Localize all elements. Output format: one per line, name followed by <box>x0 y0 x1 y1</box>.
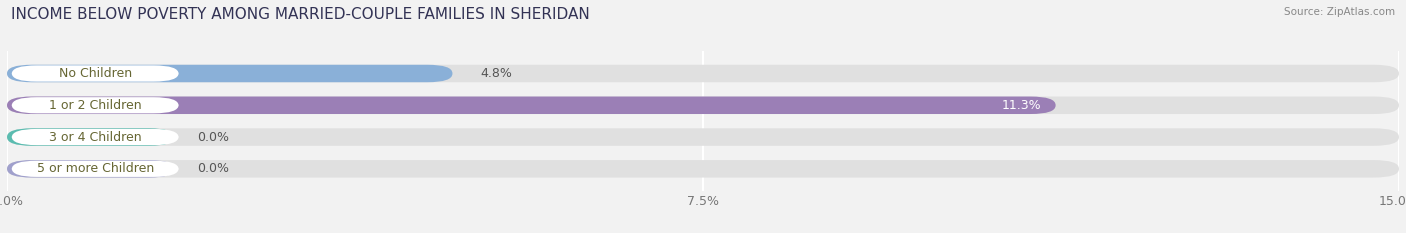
FancyBboxPatch shape <box>11 161 179 177</box>
FancyBboxPatch shape <box>7 65 1399 82</box>
FancyBboxPatch shape <box>7 65 453 82</box>
Text: No Children: No Children <box>59 67 132 80</box>
FancyBboxPatch shape <box>11 97 179 113</box>
FancyBboxPatch shape <box>7 128 174 146</box>
Text: 3 or 4 Children: 3 or 4 Children <box>49 130 142 144</box>
FancyBboxPatch shape <box>11 65 179 82</box>
Text: 0.0%: 0.0% <box>197 162 229 175</box>
FancyBboxPatch shape <box>11 129 179 145</box>
Text: INCOME BELOW POVERTY AMONG MARRIED-COUPLE FAMILIES IN SHERIDAN: INCOME BELOW POVERTY AMONG MARRIED-COUPL… <box>11 7 591 22</box>
FancyBboxPatch shape <box>7 96 1399 114</box>
Text: 4.8%: 4.8% <box>481 67 512 80</box>
Text: Source: ZipAtlas.com: Source: ZipAtlas.com <box>1284 7 1395 17</box>
Text: 0.0%: 0.0% <box>197 130 229 144</box>
Text: 1 or 2 Children: 1 or 2 Children <box>49 99 142 112</box>
FancyBboxPatch shape <box>7 96 1056 114</box>
FancyBboxPatch shape <box>7 160 174 178</box>
Text: 5 or more Children: 5 or more Children <box>37 162 153 175</box>
Text: 11.3%: 11.3% <box>1002 99 1042 112</box>
FancyBboxPatch shape <box>7 160 1399 178</box>
FancyBboxPatch shape <box>7 128 1399 146</box>
